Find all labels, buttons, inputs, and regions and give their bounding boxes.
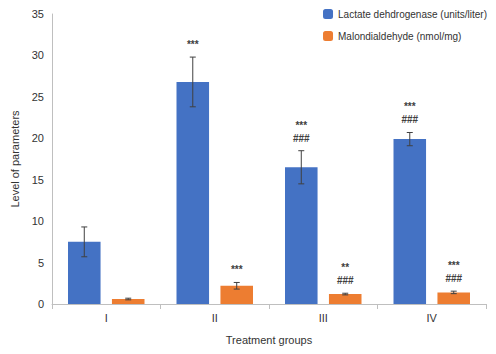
- svg-text:I: I: [105, 312, 108, 324]
- svg-text:###: ###: [401, 114, 418, 125]
- svg-text:Malondialdehyde (nmol/mg): Malondialdehyde (nmol/mg): [338, 31, 461, 42]
- svg-text:25: 25: [32, 91, 44, 103]
- svg-text:Level of parameters: Level of parameters: [9, 110, 21, 208]
- svg-text:Lactate dehdrogenase (units/li: Lactate dehdrogenase (units/liter): [338, 9, 487, 20]
- svg-text:20: 20: [32, 132, 44, 144]
- svg-text:30: 30: [32, 49, 44, 61]
- svg-text:II: II: [212, 312, 218, 324]
- svg-text:**: **: [341, 262, 349, 273]
- svg-text:Treatment groups: Treatment groups: [226, 334, 313, 346]
- svg-text:0: 0: [38, 298, 44, 310]
- svg-text:***: ***: [448, 260, 460, 271]
- svg-text:***: ***: [231, 264, 243, 275]
- svg-text:***: ***: [404, 101, 416, 112]
- svg-text:10: 10: [32, 215, 44, 227]
- svg-text:III: III: [319, 312, 328, 324]
- svg-text:###: ###: [293, 133, 310, 144]
- svg-text:***: ***: [187, 39, 199, 50]
- svg-text:15: 15: [32, 174, 44, 186]
- svg-text:5: 5: [38, 257, 44, 269]
- svg-text:###: ###: [337, 275, 354, 286]
- svg-text:***: ***: [295, 120, 307, 131]
- svg-text:35: 35: [32, 8, 44, 20]
- svg-text:IV: IV: [427, 312, 438, 324]
- svg-text:###: ###: [445, 273, 462, 284]
